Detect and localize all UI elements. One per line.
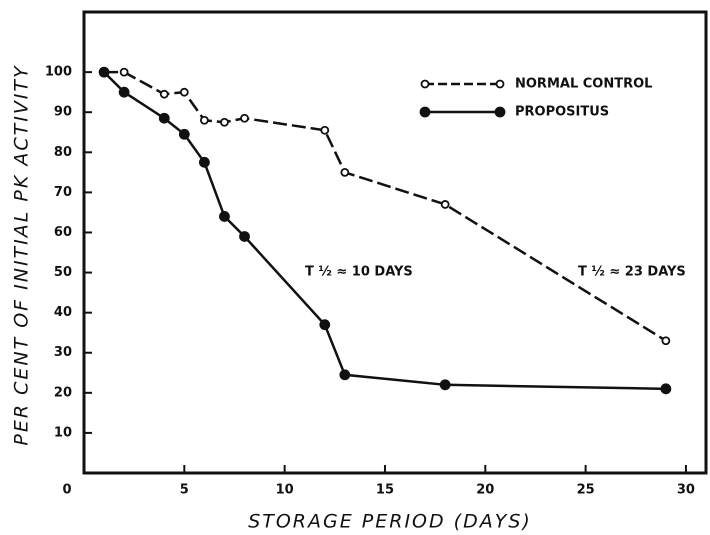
data-point [178,128,190,140]
x-tick-label: 25 [577,483,595,498]
y-tick-label: 10 [54,425,72,440]
y-tick-label: 70 [54,185,72,200]
x-tick-label: 0 [62,483,71,498]
data-point [240,113,249,123]
y-tick-label: 80 [54,145,72,160]
legend-marker [420,79,430,89]
x-tick-label: 30 [677,483,695,498]
data-point [339,369,351,381]
data-point [340,167,350,177]
annotation: T ½ ≈ 23 DAYS [578,265,686,280]
data-point [119,67,129,77]
data-point [199,115,209,125]
y-tick-label: 100 [45,65,72,80]
data-point [220,117,229,127]
data-point [98,66,110,78]
data-point [661,336,671,346]
data-point [219,211,230,222]
data-point [239,231,250,242]
legend-marker [494,106,506,118]
x-tick-label: 15 [376,483,394,498]
y-tick-label: 30 [54,345,72,360]
series-line [103,71,666,391]
y-tick-label: 40 [54,305,72,320]
data-point [179,87,189,97]
legend-marker [495,79,505,89]
y-tick-label: 90 [54,105,72,120]
data-point [118,86,130,98]
x-tick-label: 20 [476,483,494,498]
y-tick-label: 60 [54,225,72,240]
legend-label: NORMAL CONTROL [515,77,652,92]
data-point [440,200,450,209]
data-point [319,319,331,331]
annotation: T ½ ≈ 10 DAYS [305,265,413,280]
plot-frame [82,10,708,475]
legend-label: PROPOSITUS [515,105,609,120]
y-tick-label: 20 [54,385,72,400]
x-tick-label: 5 [180,483,189,498]
x-axis-title: STORAGE PERIOD (DAYS) [248,511,532,533]
data-point [159,89,169,99]
legend-marker [419,106,431,118]
data-point [320,125,330,135]
data-point [198,156,210,168]
y-tick-label: 50 [54,265,72,280]
data-point [439,379,451,391]
data-point [158,112,170,124]
x-tick-label: 10 [276,483,294,498]
y-axis-title: PER CENT OF INITIAL PK ACTIVITY [11,64,33,445]
data-point [660,383,672,395]
